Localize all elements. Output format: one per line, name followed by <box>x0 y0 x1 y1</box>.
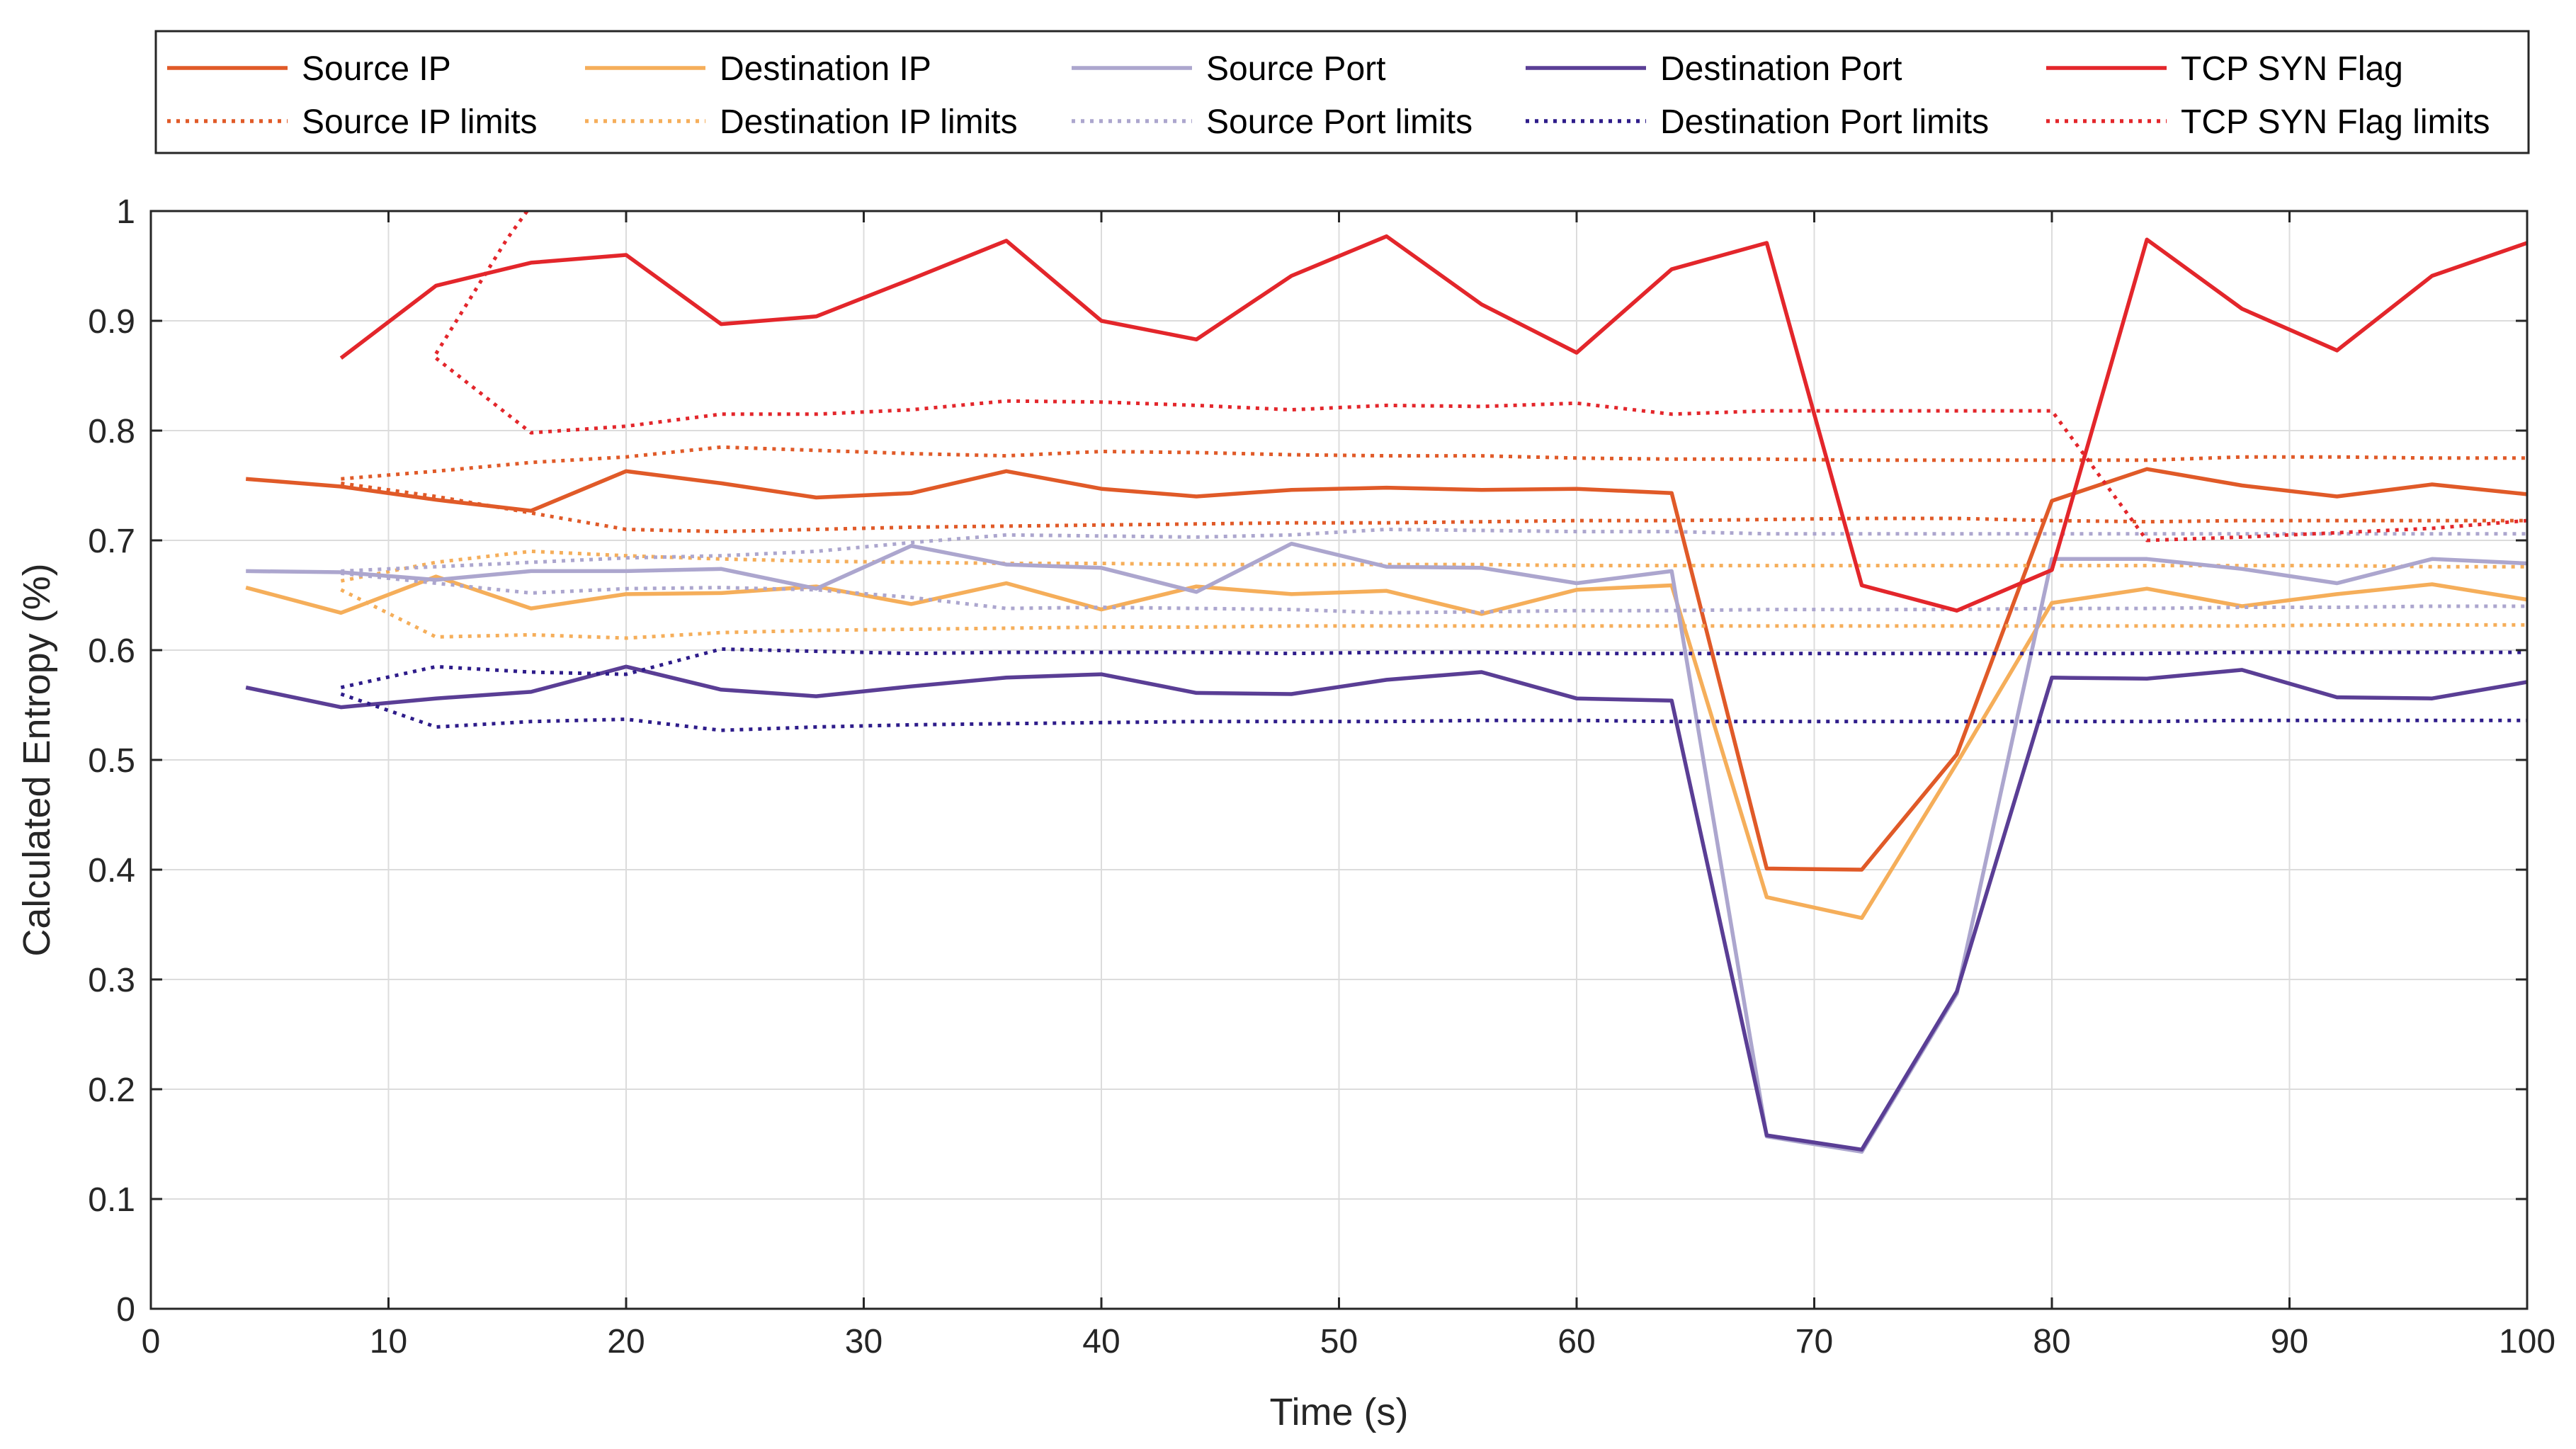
series-line-destination-ip-limits <box>340 550 2527 583</box>
y-tick-label: 1 <box>116 193 135 231</box>
y-tick-label: 0.9 <box>88 303 135 341</box>
x-tick-label: 90 <box>2271 1323 2308 1360</box>
axis-ticks: 0 10 20 30 40 50 60 70 80 90 100 0 0.1 0.2 0.3 0.4 0.5 0.… <box>88 193 2555 1360</box>
series-line-destination-port <box>245 664 2527 1152</box>
y-tick-label: 0.6 <box>88 632 135 670</box>
y-tick-label: 0.2 <box>88 1072 135 1109</box>
series-line-source-ip-limits <box>341 445 2527 481</box>
series-line-destination-ip <box>245 574 2527 920</box>
x-axis-title: Time (s) <box>1270 1391 1409 1433</box>
y-tick-label: 0 <box>116 1291 135 1329</box>
series-line-source-ip-limits-lower <box>341 481 2527 534</box>
legend-label-tcp-syn-flag: TCP SYN Flag <box>2181 50 2403 88</box>
series-line-source-port-limits-lower <box>341 572 2527 615</box>
legend-label-source-port: Source Port <box>1206 50 1385 88</box>
series-line-tcp-syn-flag-limits <box>434 211 530 355</box>
series-lines <box>245 211 2527 1154</box>
legend-label-destination-port-limits: Destination Port limits <box>1660 103 1989 141</box>
legend: Source IP Destination IP Source Port Destin… <box>154 30 2530 154</box>
series-line-destination-port-limits-lower <box>340 692 2527 732</box>
x-tick-label: 60 <box>1557 1323 1595 1360</box>
legend-label-source-ip-limits: Source IP limits <box>302 103 538 141</box>
legend-label-source-port-limits: Source Port limits <box>1206 103 1473 141</box>
x-tick-label: 30 <box>845 1323 883 1360</box>
legend-label-source-ip: Source IP <box>302 50 451 88</box>
y-tick-label: 0.5 <box>88 742 135 780</box>
y-axis-title: Calculated Entropy (%) <box>16 563 58 956</box>
y-tick-label: 0.3 <box>88 962 135 999</box>
legend-box <box>154 30 2530 154</box>
x-tick-label: 0 <box>142 1323 161 1360</box>
series-line-source-port <box>246 541 2527 1154</box>
x-tick-label: 50 <box>1320 1323 1358 1360</box>
series-line-tcp-syn-flag <box>339 234 2527 613</box>
x-tick-label: 10 <box>370 1323 407 1360</box>
legend-label-tcp-syn-flag-limits: TCP SYN Flag limits <box>2181 103 2490 141</box>
legend-label-destination-ip-limits: Destination IP limits <box>720 103 1018 141</box>
series-line-source-port-limits <box>341 528 2527 573</box>
y-tick-label: 0.4 <box>88 852 135 890</box>
x-tick-label: 80 <box>2033 1323 2070 1360</box>
legend-label-destination-ip: Destination IP <box>720 50 931 88</box>
y-tick-label: 0.8 <box>88 413 135 450</box>
y-tick-label: 0.7 <box>88 523 135 560</box>
x-tick-label: 100 <box>2499 1323 2555 1360</box>
legend-label-destination-port: Destination Port <box>1660 50 1902 88</box>
y-tick-label: 0.1 <box>88 1181 135 1219</box>
x-tick-label: 40 <box>1082 1323 1120 1360</box>
series-line-source-ip <box>245 467 2527 872</box>
series-line-destination-port-limits <box>340 647 2527 690</box>
series-line-destination-ip-limits-lower <box>340 588 2527 640</box>
x-tick-label: 20 <box>607 1323 645 1360</box>
x-tick-label: 70 <box>1795 1323 1833 1360</box>
